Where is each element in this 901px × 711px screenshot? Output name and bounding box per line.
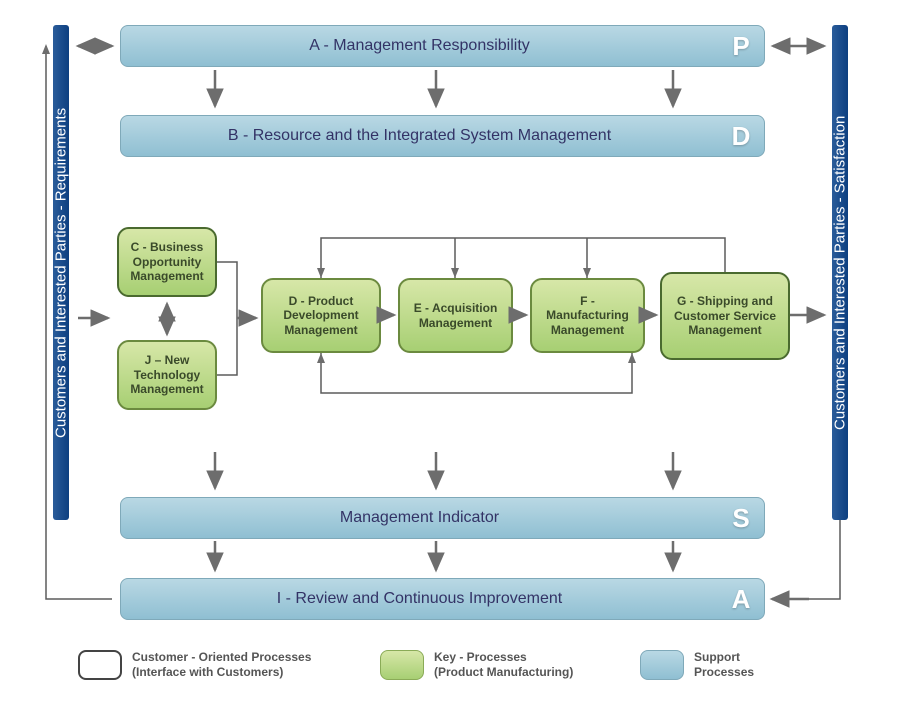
node-g: G - Shipping and Customer Service Manage… xyxy=(660,272,790,360)
node-c: C - Business Opportunity Management xyxy=(117,227,217,297)
legend-sup-l1: Support xyxy=(694,650,754,665)
legend-sup-l2: Processes xyxy=(694,665,754,680)
legend-key-processes: Key - Processes (Product Manufacturing) xyxy=(380,650,573,680)
bar-s-title: Management Indicator xyxy=(121,509,718,527)
node-f: F - Manufacturing Management xyxy=(530,278,645,353)
legend-key-l2: (Product Manufacturing) xyxy=(434,665,573,680)
swatch-key xyxy=(380,650,424,680)
diagram-stage: Customers and Interested Parties - Requi… xyxy=(0,0,901,711)
left-vlabel: Customers and Interested Parties - Requi… xyxy=(51,25,71,520)
bar-a-letter: P xyxy=(718,31,764,62)
bar-i: I - Review and Continuous Improvement A xyxy=(120,578,765,620)
node-e: E - Acquisition Management xyxy=(398,278,513,353)
legend-co-l1: Customer - Oriented Processes xyxy=(132,650,311,665)
right-vlabel: Customers and Interested Parties - Satis… xyxy=(830,25,850,520)
bar-b-title: B - Resource and the Integrated System M… xyxy=(121,127,718,145)
bar-s: Management Indicator S xyxy=(120,497,765,539)
node-d: D - Product Development Management xyxy=(261,278,381,353)
bar-i-title: I - Review and Continuous Improvement xyxy=(121,590,718,608)
bar-b: B - Resource and the Integrated System M… xyxy=(120,115,765,157)
bar-a-title: A - Management Responsibility xyxy=(121,37,718,55)
swatch-support xyxy=(640,650,684,680)
swatch-outline xyxy=(78,650,122,680)
bar-s-letter: S xyxy=(718,503,764,534)
legend-co-l2: (Interface with Customers) xyxy=(132,665,311,680)
legend-key-l1: Key - Processes xyxy=(434,650,573,665)
bar-i-letter: A xyxy=(718,584,764,615)
bar-a: A - Management Responsibility P xyxy=(120,25,765,67)
node-j: J – New Technology Management xyxy=(117,340,217,410)
legend-customer-oriented: Customer - Oriented Processes (Interface… xyxy=(78,650,311,680)
legend-support-processes: Support Processes xyxy=(640,650,754,680)
bar-b-letter: D xyxy=(718,121,764,152)
